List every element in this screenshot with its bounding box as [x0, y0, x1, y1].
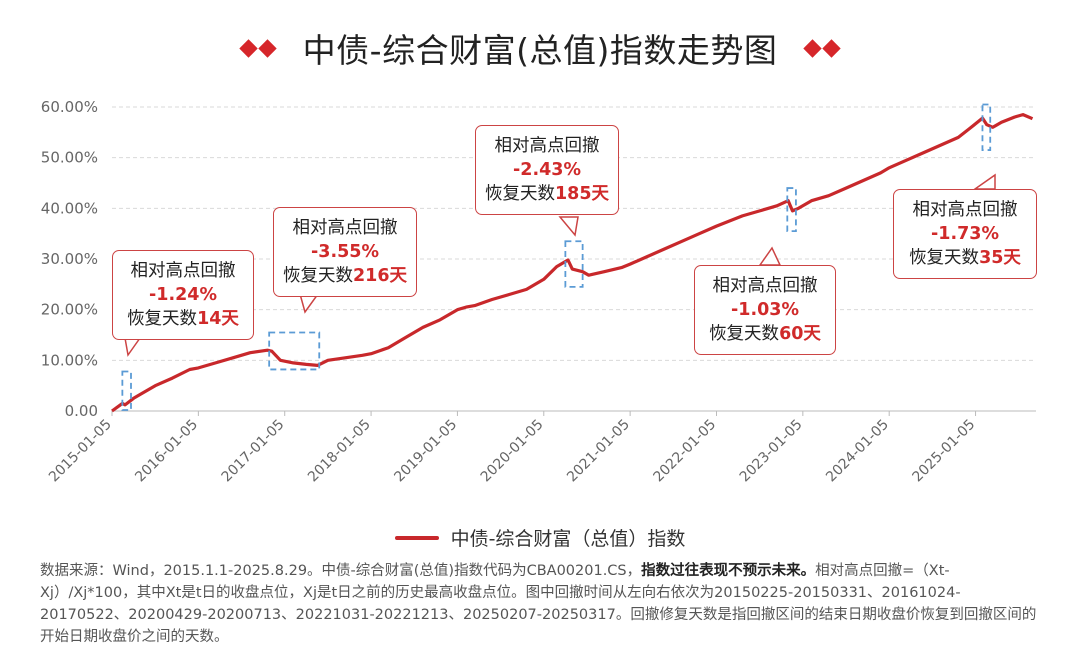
callout-pointer	[758, 246, 782, 266]
y-tick-label: 50.00%	[41, 149, 98, 167]
diamond-icon	[803, 38, 823, 58]
callout-drawdown-value: -1.73%	[931, 224, 999, 244]
callout-drawdown-value: -1.24%	[149, 285, 217, 305]
diamond-decoration-right	[803, 38, 842, 58]
callout-days-value: 35天	[979, 248, 1021, 268]
drawdown-callout-2: 相对高点回撤 -3.55% 恢复天数216天	[273, 207, 417, 297]
drawdown-callout-1: 相对高点回撤 -1.24% 恢复天数14天	[112, 250, 254, 340]
x-tick-label: 2022-01-05	[650, 417, 719, 486]
diamond-icon	[238, 38, 258, 58]
x-tick-label: 2016-01-05	[132, 417, 201, 486]
callout-days-label: 恢复天数	[484, 184, 555, 204]
y-tick-label: 60.00%	[41, 98, 98, 116]
callout-days-label: 恢复天数	[709, 324, 780, 344]
x-tick-label: 2015-01-05	[46, 417, 115, 486]
y-tick-label: 40.00%	[41, 199, 98, 217]
callout-days-value: 14天	[197, 309, 239, 329]
x-tick-label: 2021-01-05	[564, 417, 633, 486]
callout-title: 相对高点回撤	[292, 218, 398, 238]
callout-pointer	[972, 173, 996, 190]
y-tick-label: 30.00%	[41, 250, 98, 268]
drawdown-box	[981, 103, 992, 151]
x-tick-label: 2025-01-05	[910, 417, 979, 486]
legend-line-swatch	[394, 535, 439, 540]
drawdown-box	[268, 331, 321, 371]
footnote-disclaimer: 指数过往表现不预示未来。	[641, 563, 816, 579]
legend-label: 中债-综合财富（总值）指数	[450, 528, 686, 550]
callout-drawdown-value: -1.03%	[731, 300, 799, 320]
callout-title: 相对高点回撤	[712, 276, 818, 296]
callout-days-value: 216天	[352, 266, 408, 286]
drawdown-callout-5: 相对高点回撤 -1.73% 恢复天数35天	[893, 189, 1037, 279]
y-tick-label: 0.00	[65, 402, 98, 420]
drawdown-box	[121, 370, 132, 411]
callout-title: 相对高点回撤	[912, 200, 1018, 220]
callout-drawdown-value: -2.43%	[513, 160, 581, 180]
callout-pointer	[558, 216, 579, 237]
footnote-definition: 相对高点回撤=（Xt-Xj）/Xj*100，其中Xt是t日的收盘点位，Xj是t日…	[40, 563, 1037, 645]
callout-days-label: 恢复天数	[909, 248, 980, 268]
diamond-icon	[257, 38, 277, 58]
callout-drawdown-value: -3.55%	[311, 242, 379, 262]
line-chart: 0.00 10.00% 20.00% 30.00% 40.00% 50.00% 60.00%…	[41, 98, 1036, 486]
legend: 中债-综合财富（总值）指数	[0, 524, 1080, 551]
drawdown-box	[564, 240, 584, 288]
x-tick-label: 2023-01-05	[737, 417, 806, 486]
diamond-icon	[822, 38, 842, 58]
callout-pointer	[124, 337, 142, 357]
drawdown-box	[786, 187, 797, 233]
y-tick-label: 10.00%	[41, 351, 98, 369]
footnote: 数据来源：Wind，2015.1.1-2025.8.29。中债-综合财富(总值)…	[40, 560, 1040, 648]
chart-title: 中债-综合财富(总值)指数走势图	[302, 31, 778, 70]
callout-days-label: 恢复天数	[127, 309, 198, 329]
drawdown-callout-4: 相对高点回撤 -1.03% 恢复天数60天	[694, 265, 836, 355]
series-line	[111, 112, 1034, 413]
x-tick-label: 2017-01-05	[219, 417, 288, 486]
x-tick-label: 2018-01-05	[305, 417, 374, 486]
x-tick-label: 2024-01-05	[823, 417, 892, 486]
callout-days-value: 185天	[554, 184, 610, 204]
callout-title: 相对高点回撤	[494, 136, 600, 156]
footnote-source: 数据来源：Wind，2015.1.1-2025.8.29。中债-综合财富(总值)…	[40, 563, 642, 579]
x-tick-label: 2020-01-05	[478, 417, 547, 486]
title-row: 中债-综合财富(总值)指数走势图	[0, 22, 1080, 74]
y-tick-label: 20.00%	[41, 301, 98, 319]
x-tick-label: 2019-01-05	[391, 417, 460, 486]
callout-days-label: 恢复天数	[282, 266, 353, 286]
callout-title: 相对高点回撤	[130, 261, 236, 281]
drawdown-callout-3: 相对高点回撤 -2.43% 恢复天数185天	[475, 125, 619, 215]
diamond-decoration-left	[238, 38, 277, 58]
callout-days-value: 60天	[779, 324, 821, 344]
